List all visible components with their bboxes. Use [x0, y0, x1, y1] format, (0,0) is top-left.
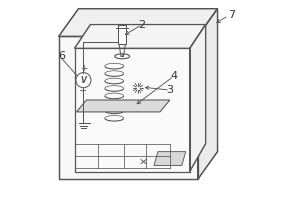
Text: 4: 4 [170, 71, 177, 81]
Polygon shape [58, 36, 198, 179]
Polygon shape [74, 25, 206, 48]
Text: −: − [80, 86, 88, 96]
Text: 7: 7 [228, 10, 235, 20]
Text: 6: 6 [58, 51, 65, 61]
Polygon shape [154, 152, 186, 166]
Polygon shape [76, 100, 170, 112]
Polygon shape [198, 9, 218, 179]
Bar [118, 25, 126, 44]
Text: 2: 2 [139, 20, 145, 30]
Polygon shape [58, 9, 218, 36]
Text: 3: 3 [167, 85, 173, 95]
Polygon shape [190, 25, 206, 171]
Text: V: V [80, 76, 86, 85]
Polygon shape [74, 48, 190, 171]
Text: +: + [80, 64, 87, 73]
Circle shape [76, 73, 91, 88]
